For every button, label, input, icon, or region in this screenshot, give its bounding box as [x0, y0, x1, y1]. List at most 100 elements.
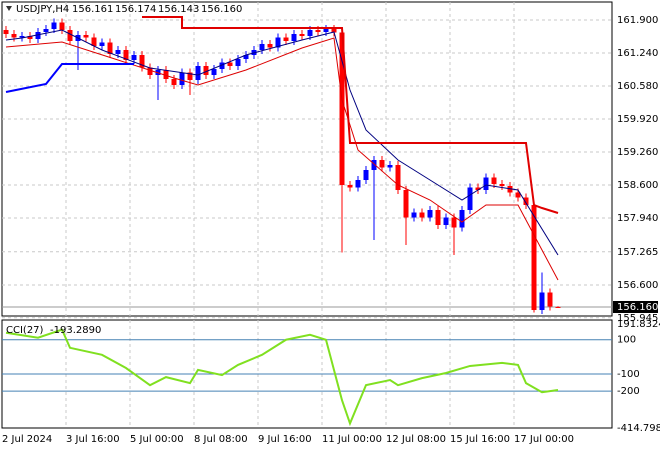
candle-body: [227, 62, 233, 66]
candle-body: [19, 36, 25, 38]
candle-body: [555, 306, 561, 308]
header-value: 156.174: [115, 4, 156, 15]
y-tick-label: 156.600: [617, 280, 658, 291]
candle-body: [179, 72, 185, 85]
candle-body: [347, 185, 353, 188]
y-tick-label: 158.600: [617, 180, 658, 191]
candle-body: [187, 72, 193, 80]
candle-body: [235, 59, 241, 66]
candle-body: [467, 187, 473, 210]
candle-body: [3, 30, 9, 34]
y-tick-label: 160.580: [617, 81, 658, 92]
candle-body: [523, 197, 529, 205]
candle-body: [315, 30, 321, 32]
main-panel: [1, 1, 613, 317]
x-tick-label: 8 Jul 08:00: [194, 434, 248, 445]
candle-body: [131, 55, 137, 60]
indicator-line: [5, 29, 559, 256]
candle-body: [387, 165, 393, 168]
candle-body: [419, 212, 425, 218]
y-tick-label: 159.260: [617, 147, 658, 158]
candle-body: [331, 29, 337, 33]
candle-body: [459, 210, 465, 228]
candle-body: [539, 292, 545, 310]
candle-body: [371, 160, 377, 170]
indicator-line: [5, 37, 559, 281]
y-tick-label: 157.265: [617, 247, 658, 258]
candle-body: [499, 184, 505, 186]
candle-body: [107, 42, 113, 54]
candle-body: [195, 66, 201, 80]
candle-body: [451, 217, 457, 228]
symbol-icon: [6, 6, 12, 11]
candle-body: [51, 22, 57, 29]
candle-body: [299, 34, 305, 36]
candle-body: [323, 29, 329, 32]
y-tick-label: 161.240: [617, 48, 658, 59]
candle-body: [147, 67, 153, 75]
x-tick-label: 11 Jul 00:00: [322, 434, 382, 445]
candle-body: [115, 50, 121, 54]
cci-title: CCI(27): [6, 325, 44, 336]
candle-body: [355, 180, 361, 188]
y-tick-label: 191.8324: [617, 319, 660, 330]
candle-body: [123, 50, 129, 60]
candle-body: [283, 37, 289, 41]
candle-body: [43, 29, 49, 32]
chart-title: USDJPY,H4: [16, 4, 69, 15]
candle-body: [27, 36, 33, 39]
candle-body: [515, 192, 521, 198]
candle-body: [99, 42, 105, 46]
candle-body: [475, 187, 481, 190]
candle-body: [531, 205, 537, 310]
candle-body: [171, 79, 177, 85]
candle-body: [363, 170, 369, 180]
candle-body: [59, 22, 65, 30]
header-value: 156.160: [201, 4, 242, 15]
candle-body: [307, 30, 313, 36]
candle-body: [275, 37, 281, 48]
candle-body: [211, 69, 217, 75]
y-tick-label: -200: [617, 386, 640, 397]
candle-body: [11, 34, 17, 38]
candle-body: [547, 292, 553, 307]
x-tick-label: 5 Jul 00:00: [130, 434, 184, 445]
cci-line: [5, 328, 559, 427]
cci-value: -193.2890: [50, 325, 101, 336]
candle-body: [427, 210, 433, 218]
x-tick-label: 9 Jul 16:00: [258, 434, 312, 445]
candle-body: [435, 210, 441, 225]
candle-body: [91, 37, 97, 46]
candle-body: [483, 177, 489, 190]
candle-body: [339, 32, 345, 185]
y-tick-label: 159.920: [617, 114, 658, 125]
x-tick-label: 3 Jul 16:00: [66, 434, 120, 445]
y-tick-label: 155.945: [617, 313, 658, 324]
header-value: 156.143: [158, 4, 199, 15]
y-tick-label: 157.940: [617, 213, 658, 224]
header-value: 156.161: [72, 4, 113, 15]
candle-body: [163, 70, 169, 79]
current-price-label: 156.160: [617, 302, 658, 313]
x-tick-label: 15 Jul 16:00: [450, 434, 510, 445]
candle-body: [379, 160, 385, 168]
x-tick-label: 2 Jul 2024: [2, 434, 52, 445]
candle-body: [203, 66, 209, 75]
indicator-line: [142, 16, 559, 214]
candle-body: [67, 30, 73, 41]
candle-body: [291, 34, 297, 41]
y-tick-label: -100: [617, 369, 640, 380]
indicator-line: [5, 63, 134, 93]
candle-body: [139, 55, 145, 68]
y-tick-label: 100: [617, 335, 636, 346]
candle-body: [267, 44, 273, 48]
current-price-box: [613, 301, 658, 313]
x-tick-label: 17 Jul 00:00: [514, 434, 574, 445]
candle-body: [243, 55, 249, 59]
candle-body: [35, 32, 41, 39]
candle-body: [403, 190, 409, 218]
x-tick-label: 12 Jul 08:00: [386, 434, 446, 445]
candle-body: [443, 217, 449, 225]
